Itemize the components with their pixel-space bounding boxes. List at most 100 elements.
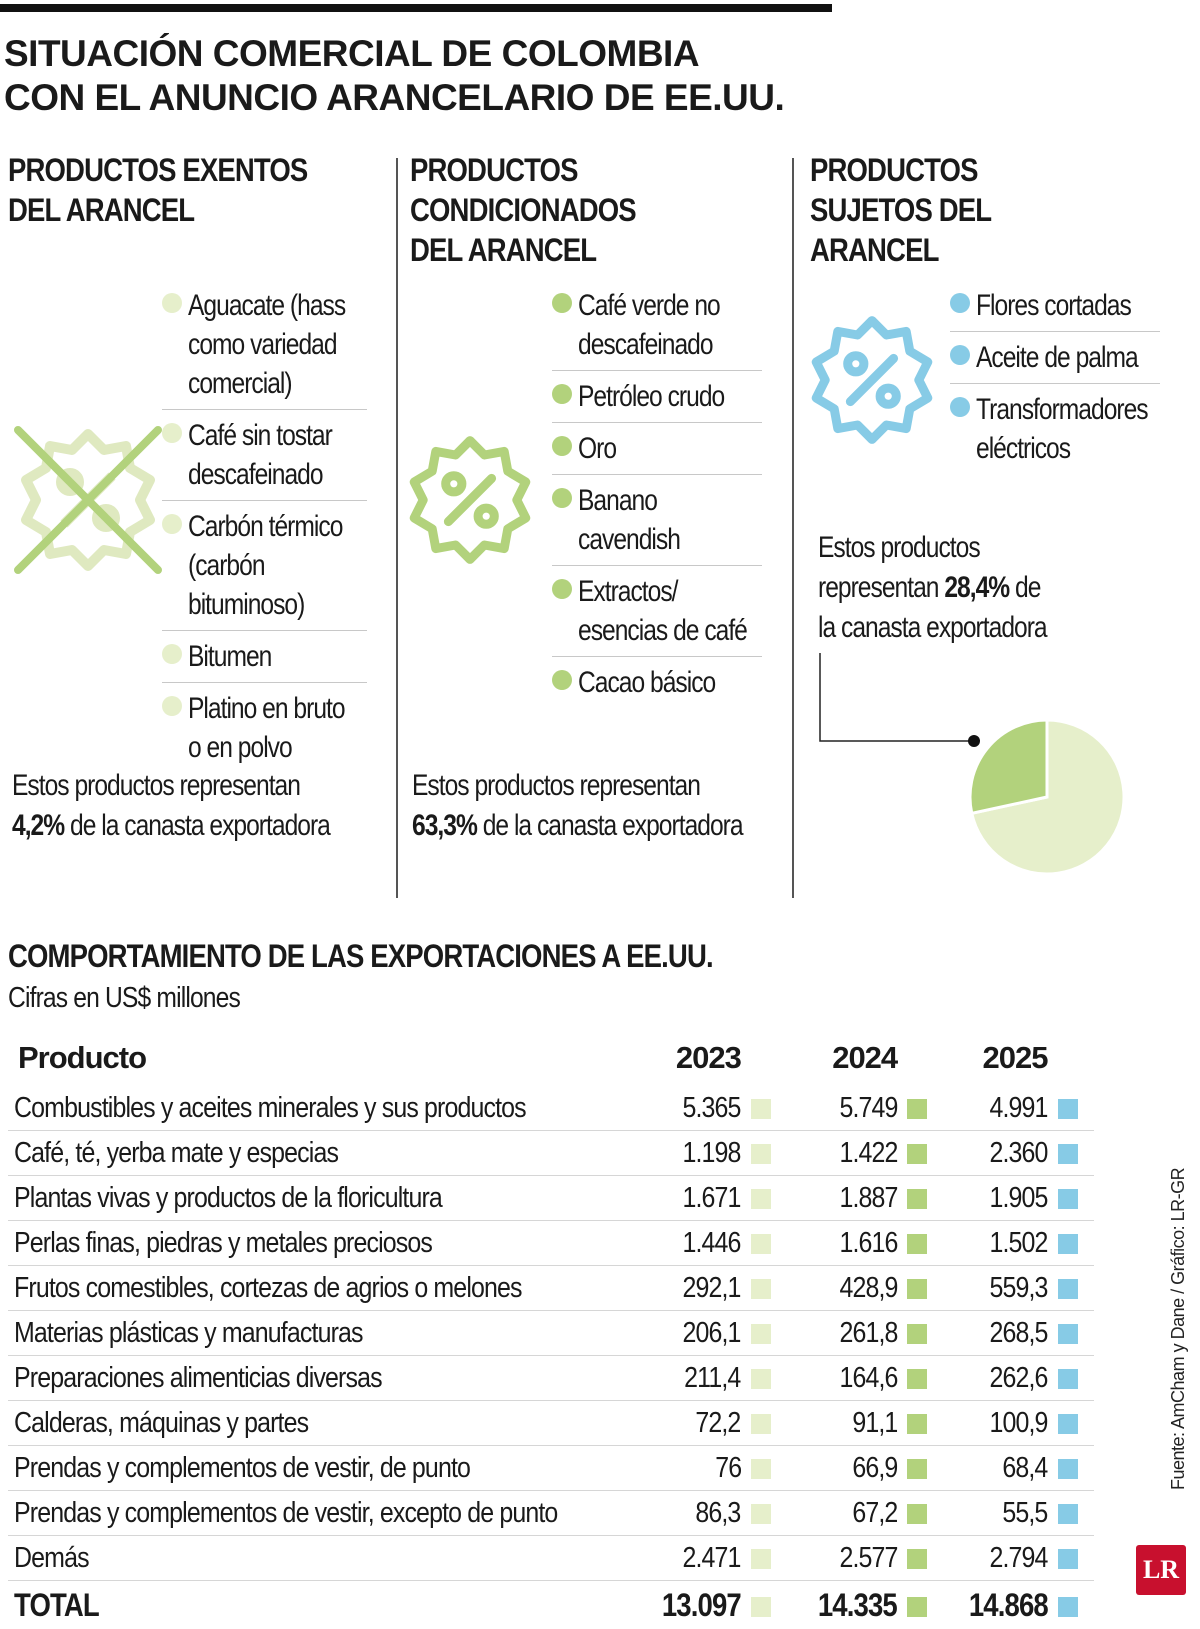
- value-text: 1.905: [989, 1182, 1047, 1215]
- swatch-cell: [897, 1221, 940, 1266]
- value-text: 13.097: [662, 1587, 741, 1624]
- color-swatch-icon: [907, 1369, 927, 1389]
- list-item-text: Café verde no: [578, 286, 729, 325]
- color-swatch-icon: [751, 1459, 771, 1479]
- value-text: 72,2: [696, 1407, 741, 1440]
- product-cell: Prendas y complementos de vestir, de pun…: [8, 1446, 646, 1491]
- color-swatch-icon: [751, 1189, 771, 1209]
- list-item-text: (carbón: [188, 546, 335, 585]
- list-item-text: Transformadores: [976, 390, 1127, 429]
- value-cell: 5.365: [646, 1086, 741, 1131]
- swatch-cell: [741, 1581, 784, 1629]
- color-swatch-icon: [1058, 1279, 1078, 1299]
- header-year: 2023: [646, 1030, 741, 1086]
- list-item-text: como variedad: [188, 325, 335, 364]
- product-cell: Preparaciones alimenticias diversas: [8, 1356, 646, 1401]
- product-cell: Calderas, máquinas y partes: [8, 1401, 646, 1446]
- note-value: 4,2%: [12, 809, 64, 842]
- value-text: 2.471: [683, 1542, 741, 1575]
- bullet-dot-icon: [950, 293, 970, 313]
- column-title-line: PRODUCTOS: [410, 150, 737, 190]
- value-text: 262,6: [989, 1362, 1047, 1395]
- value-text: 211,4: [685, 1362, 741, 1395]
- bullet-dot-icon: [950, 397, 970, 417]
- swatch-cell: [897, 1266, 940, 1311]
- color-swatch-icon: [1058, 1144, 1078, 1164]
- color-swatch-icon: [751, 1144, 771, 1164]
- value-text: 91,1: [852, 1407, 897, 1440]
- value-text: 86,3: [696, 1497, 741, 1530]
- value-text: 1.198: [683, 1137, 741, 1170]
- color-swatch-icon: [907, 1189, 927, 1209]
- value-text: 66,9: [852, 1452, 897, 1485]
- column-title-line: DEL ARANCEL: [8, 190, 335, 230]
- column-title: PRODUCTOS SUJETOS DEL ARANCEL: [810, 150, 1137, 270]
- list-item: Oro: [552, 429, 762, 475]
- swatch-cell: [897, 1176, 940, 1221]
- color-swatch-icon: [907, 1144, 927, 1164]
- list-item-text: Carbón térmico: [188, 507, 335, 546]
- value-cell: 211,4: [646, 1356, 741, 1401]
- value-text: 164,6: [839, 1362, 897, 1395]
- list-item-text: Platino en bruto: [188, 689, 335, 728]
- bullet-dot-icon: [162, 514, 182, 534]
- list-item-text: descafeinado: [578, 325, 729, 364]
- sujetos-note: Estos productos representan 28,4% de la …: [818, 528, 1047, 648]
- table-title: COMPORTAMIENTO DE LAS EXPORTACIONES A EE…: [8, 938, 713, 975]
- list-item-text: o en polvo: [188, 728, 335, 767]
- list-item: Aceite de palma: [950, 338, 1160, 384]
- product-name: Café, té, yerba mate y especias: [14, 1137, 338, 1170]
- value-cell: 5.749: [784, 1086, 897, 1131]
- page-title: SITUACIÓN COMERCIAL DE COLOMBIA CON EL A…: [4, 32, 784, 120]
- column-title: PRODUCTOS CONDICIONADOS DEL ARANCEL: [410, 150, 737, 270]
- swatch-cell: [1048, 1491, 1094, 1536]
- list-item-text: esencias de café: [578, 611, 729, 650]
- value-text: 76: [715, 1452, 741, 1485]
- product-name: Perlas finas, piedras y metales precioso…: [14, 1227, 432, 1260]
- percent-badge-icon: [398, 428, 542, 572]
- exentos-note: Estos productos representan 4,2% de la c…: [12, 766, 330, 846]
- swatch-cell: [741, 1491, 784, 1536]
- value-cell: 14.868: [941, 1581, 1048, 1629]
- header-year: 2025: [941, 1030, 1048, 1086]
- swatch-cell: [741, 1356, 784, 1401]
- column-title-line: CONDICIONADOS: [410, 190, 737, 230]
- value-cell: 1.671: [646, 1176, 741, 1221]
- bullet-dot-icon: [552, 293, 572, 313]
- product-cell: TOTAL: [8, 1581, 646, 1629]
- swatch-cell: [1048, 1311, 1094, 1356]
- list-item-text: Aceite de palma: [976, 338, 1127, 377]
- color-swatch-icon: [907, 1324, 927, 1344]
- color-swatch-icon: [751, 1597, 771, 1617]
- color-swatch-icon: [751, 1369, 771, 1389]
- list-item: Bitumen: [162, 637, 367, 683]
- value-cell: 1.616: [784, 1221, 897, 1266]
- lr-logo: LR: [1136, 1545, 1186, 1595]
- bullet-dot-icon: [552, 488, 572, 508]
- swatch-cell: [1048, 1536, 1094, 1581]
- swatch-cell: [1048, 1266, 1094, 1311]
- value-text: 14.868: [969, 1587, 1048, 1624]
- top-rule: [0, 4, 832, 12]
- value-cell: 1.905: [941, 1176, 1048, 1221]
- list-item-text: Oro: [578, 429, 729, 468]
- value-cell: 55,5: [941, 1491, 1048, 1536]
- value-text: 68,4: [1002, 1452, 1047, 1485]
- value-cell: 261,8: [784, 1311, 897, 1356]
- list-item-text: eléctricos: [976, 429, 1127, 468]
- pie-leader-line: [820, 653, 974, 741]
- bullet-dot-icon: [552, 579, 572, 599]
- pie-leader-dot: [968, 735, 980, 747]
- product-name: Preparaciones alimenticias diversas: [14, 1362, 382, 1395]
- product-cell: Frutos comestibles, cortezas de agrios o…: [8, 1266, 646, 1311]
- value-cell: 4.991: [941, 1086, 1048, 1131]
- value-text: 2.577: [839, 1542, 897, 1575]
- value-cell: 67,2: [784, 1491, 897, 1536]
- column-title: PRODUCTOS EXENTOS DEL ARANCEL: [8, 150, 335, 230]
- bullet-dot-icon: [552, 670, 572, 690]
